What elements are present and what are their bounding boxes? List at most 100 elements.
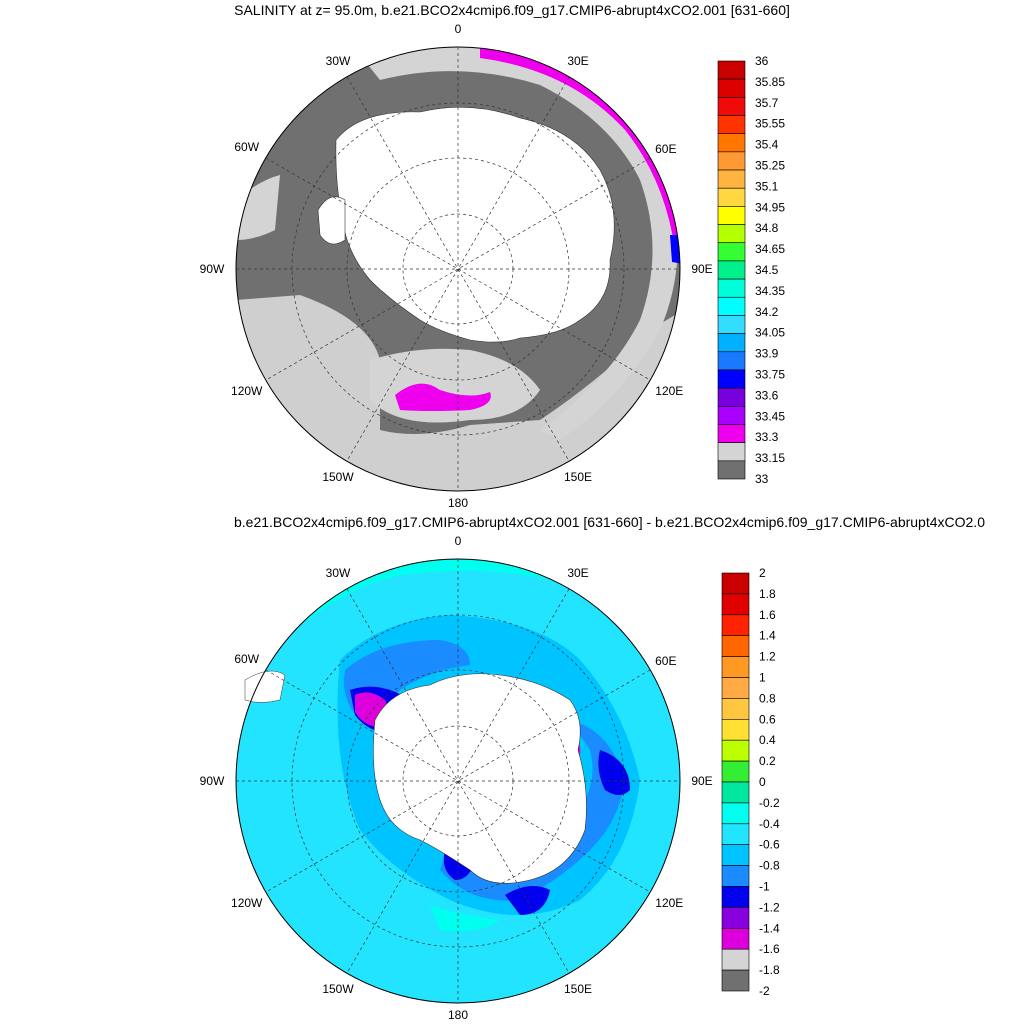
bottom-lon-label: 30W bbox=[326, 566, 351, 580]
top-colorbar-label: 36 bbox=[755, 54, 769, 68]
top-salinity-map: 0 30E 60E 90E 120E 150E 180 150W 120W 90W 60W 30W bbox=[200, 22, 713, 510]
bottom-colorbar-label: -2 bbox=[759, 984, 770, 998]
bottom-lon-label: 150W bbox=[322, 982, 354, 996]
top-colorbar-swatch bbox=[717, 187, 746, 207]
top-colorbar-swatch bbox=[717, 460, 746, 480]
top-colorbar-label: 35.7 bbox=[755, 96, 779, 110]
top-colorbar-swatch bbox=[717, 224, 746, 244]
top-lon-label: 120E bbox=[655, 384, 683, 398]
top-colorbar-swatch bbox=[717, 206, 746, 225]
top-colorbar-label: 35.1 bbox=[755, 179, 779, 193]
bottom-lon-label: 120E bbox=[655, 896, 683, 910]
bottom-colorbar-swatch bbox=[721, 635, 750, 657]
top-colorbar-swatch bbox=[717, 60, 746, 80]
top-colorbar-swatch bbox=[717, 351, 746, 371]
bottom-colorbar-swatch bbox=[721, 698, 750, 720]
bottom-colorbar-swatch bbox=[721, 823, 750, 845]
top-colorbar-label: 34.35 bbox=[755, 284, 785, 298]
top-colorbar-label: 35.25 bbox=[755, 159, 785, 173]
top-colorbar-label: 33.45 bbox=[755, 409, 785, 423]
bottom-colorbar-label: -0.8 bbox=[759, 859, 780, 873]
bottom-lon-label: 0 bbox=[455, 534, 462, 548]
top-colorbar-swatch bbox=[717, 369, 746, 389]
top-colorbar-swatch bbox=[717, 424, 746, 443]
top-colorbar-label: 33.6 bbox=[755, 388, 779, 402]
top-colorbar-swatch bbox=[717, 442, 746, 462]
bottom-colorbar-swatch bbox=[721, 656, 750, 678]
bottom-colorbar-swatch bbox=[721, 739, 750, 762]
bottom-lon-label: 150E bbox=[564, 982, 592, 996]
top-colorbar-label: 34.2 bbox=[755, 305, 779, 319]
top-colorbar-swatch bbox=[717, 78, 746, 98]
bottom-lon-label: 90W bbox=[200, 774, 225, 788]
top-colorbar-label: 33.9 bbox=[755, 347, 779, 361]
bottom-colorbar-swatch bbox=[721, 948, 750, 971]
top-lon-label: 120W bbox=[231, 384, 263, 398]
bottom-colorbar-swatch bbox=[721, 865, 750, 887]
bottom-colorbar-label: -1 bbox=[759, 880, 770, 894]
bottom-colorbar-label: 1.2 bbox=[759, 650, 776, 664]
bottom-colorbar-swatch bbox=[721, 802, 750, 825]
top-lon-label: 150E bbox=[564, 470, 592, 484]
top-colorbar-swatch bbox=[717, 315, 746, 334]
top-lon-label: 180 bbox=[448, 496, 468, 510]
top-colorbar-swatch bbox=[717, 296, 746, 316]
bottom-colorbar-label: 0.2 bbox=[759, 754, 776, 768]
top-colorbar-label: 34.05 bbox=[755, 326, 785, 340]
bottom-lon-label: 60W bbox=[234, 652, 259, 666]
top-colorbar-label: 34.95 bbox=[755, 200, 785, 214]
top-colorbar-label: 35.55 bbox=[755, 117, 785, 131]
top-colorbar-swatch bbox=[717, 151, 746, 171]
bottom-map-title: b.e21.BCO2x4cmip6.f09_g17.CMIP6-abrupt4x… bbox=[234, 514, 985, 530]
bottom-colorbar-swatch bbox=[721, 614, 750, 636]
bottom-colorbar-label: -1.4 bbox=[759, 921, 780, 935]
top-lon-label: 30E bbox=[567, 54, 588, 68]
bottom-colorbar-label: 1.6 bbox=[759, 608, 776, 622]
top-colorbar-swatch bbox=[717, 260, 746, 280]
top-colorbar-swatch bbox=[717, 115, 746, 134]
top-colorbar-label: 35.85 bbox=[755, 75, 785, 89]
top-lon-label: 90E bbox=[691, 262, 712, 276]
top-colorbar-label: 33.3 bbox=[755, 430, 779, 444]
top-lon-label: 90W bbox=[200, 262, 225, 276]
top-colorbar-label: 33.75 bbox=[755, 368, 785, 382]
top-colorbar-swatch bbox=[717, 242, 746, 262]
bottom-lon-label: 30E bbox=[567, 566, 588, 580]
bottom-colorbar-swatch bbox=[721, 969, 750, 992]
top-colorbar-swatch bbox=[717, 405, 746, 425]
bottom-colorbar-label: 0.4 bbox=[759, 733, 776, 747]
bottom-colorbar-label: -0.2 bbox=[759, 796, 780, 810]
bottom-colorbar-label: 1.8 bbox=[759, 587, 776, 601]
bottom-colorbar-label: 1.4 bbox=[759, 629, 776, 643]
bottom-colorbar-label: 2 bbox=[759, 566, 766, 580]
top-lon-label: 30W bbox=[326, 54, 351, 68]
bottom-graticule bbox=[236, 559, 680, 1003]
bottom-colorbar-swatch bbox=[721, 907, 750, 929]
bottom-colorbar-swatch bbox=[721, 572, 750, 595]
top-colorbar-swatch bbox=[717, 133, 746, 153]
bottom-lon-label: 90E bbox=[691, 774, 712, 788]
bottom-colorbar-swatch bbox=[721, 927, 750, 950]
bottom-longitude-labels: 0 30E 60E 90E 120E 150E 180 150W 120W 90W 60W 30W bbox=[200, 534, 713, 1022]
top-colorbar-label: 35.4 bbox=[755, 138, 779, 152]
top-map-title: SALINITY at z= 95.0m, b.e21.BCO2x4cmip6.… bbox=[234, 2, 790, 18]
bottom-colorbar-swatch bbox=[721, 718, 750, 741]
bottom-lon-label: 180 bbox=[448, 1008, 468, 1022]
bottom-colorbar-swatch bbox=[721, 886, 750, 908]
top-longitude-labels: 0 30E 60E 90E 120E 150E 180 150W 120W 90W 60W 30W bbox=[200, 22, 713, 510]
top-colorbar-swatch bbox=[717, 169, 746, 189]
top-colorbar-label: 34.5 bbox=[755, 263, 779, 277]
top-lon-label: 60W bbox=[234, 140, 259, 154]
bottom-colorbar-swatch bbox=[721, 844, 750, 866]
bottom-colorbar-label: -1.2 bbox=[759, 900, 780, 914]
top-lon-label: 0 bbox=[455, 22, 462, 36]
bottom-colorbar: 2 1.8 1.6 1.4 1.2 1 0.8 0.6 0.4 0.2 0 -0.2 -0.4 -0.6 -… bbox=[721, 566, 780, 998]
top-lon-label: 60E bbox=[655, 142, 676, 156]
bottom-lon-label: 120W bbox=[231, 896, 263, 910]
bottom-colorbar-label: -1.6 bbox=[759, 942, 780, 956]
top-colorbar-label: 34.65 bbox=[755, 242, 785, 256]
bottom-colorbar-label: 0.8 bbox=[759, 691, 776, 705]
bottom-colorbar-label: -0.6 bbox=[759, 838, 780, 852]
bottom-colorbar-label: -1.8 bbox=[759, 963, 780, 977]
